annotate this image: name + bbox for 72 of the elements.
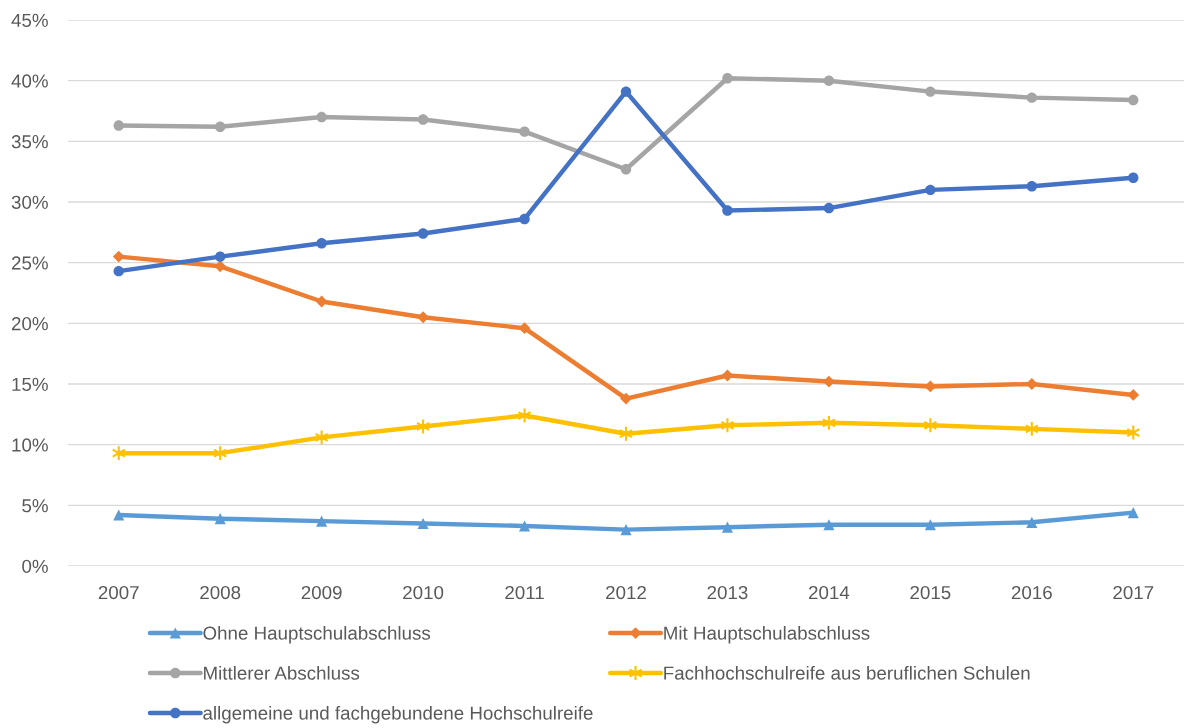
point	[620, 524, 632, 536]
point	[519, 213, 530, 225]
point	[823, 202, 835, 214]
point	[316, 515, 328, 527]
point	[1126, 424, 1141, 441]
legend-label: allgemeine und fachgebundene Hochschulreife	[203, 705, 593, 724]
y-tick-label: 25%	[11, 256, 48, 270]
point	[316, 238, 327, 249]
point	[1026, 92, 1038, 103]
point	[316, 111, 327, 123]
point	[1026, 181, 1038, 192]
point	[1128, 172, 1139, 183]
point	[314, 429, 329, 446]
point	[618, 425, 634, 442]
x-tick-label: 2015	[910, 585, 951, 600]
x-tick-label: 2014	[809, 585, 850, 600]
point	[417, 517, 429, 530]
y-tick-label: 5%	[22, 499, 48, 513]
x-tick-label: 2010	[403, 585, 444, 600]
x-tick-label: 2008	[200, 585, 241, 600]
point	[720, 417, 735, 434]
point	[923, 417, 938, 434]
x-tick-label: 2016	[1011, 585, 1052, 600]
y-tick-label: 35%	[11, 135, 48, 149]
point	[113, 509, 125, 521]
point	[113, 120, 124, 131]
x-tick-label: 2009	[301, 585, 342, 600]
legend-label: Mit Hauptschulabschluss	[664, 626, 870, 644]
point	[821, 414, 836, 431]
point	[111, 445, 126, 462]
point	[620, 392, 632, 405]
point	[823, 519, 835, 531]
point	[214, 121, 226, 132]
point	[519, 126, 530, 137]
point	[925, 86, 936, 97]
point	[924, 519, 936, 531]
x-tick-label: 2007	[98, 585, 139, 600]
x-tick-label: 2017	[1113, 585, 1154, 600]
point	[517, 407, 532, 424]
point	[518, 520, 531, 532]
point	[1128, 94, 1139, 106]
point	[113, 265, 124, 277]
point	[1026, 516, 1038, 528]
y-tick-label: 45%	[11, 13, 48, 27]
point	[620, 164, 632, 175]
point	[1127, 389, 1140, 401]
point	[417, 114, 429, 125]
point	[214, 513, 226, 525]
legend-label: Mittlerer Abschluss	[204, 665, 360, 680]
point	[620, 86, 632, 97]
y-tick-label: 0%	[22, 559, 48, 573]
point	[1024, 420, 1039, 437]
x-tick-label: 2013	[707, 585, 748, 600]
y-tick-label: 30%	[11, 195, 48, 209]
point	[722, 205, 733, 216]
x-tick-label: 2012	[606, 585, 646, 600]
point	[925, 184, 936, 196]
point	[213, 445, 228, 462]
point	[214, 251, 226, 262]
point	[721, 521, 734, 533]
y-tick-label: 40%	[11, 74, 48, 88]
y-tick-label: 15%	[12, 377, 48, 391]
point	[823, 75, 835, 86]
legend-label: Fachhochschulreife aus beruflichen Schulen	[664, 665, 1030, 680]
legend-label: Ohne Hauptschulabschluss	[203, 626, 431, 644]
point	[417, 228, 429, 239]
point	[416, 418, 431, 435]
y-tick-label: 10%	[12, 438, 48, 452]
point	[417, 311, 429, 324]
x-tick-label: 2011	[505, 585, 544, 600]
point	[722, 73, 733, 84]
y-tick-label: 20%	[11, 317, 48, 331]
